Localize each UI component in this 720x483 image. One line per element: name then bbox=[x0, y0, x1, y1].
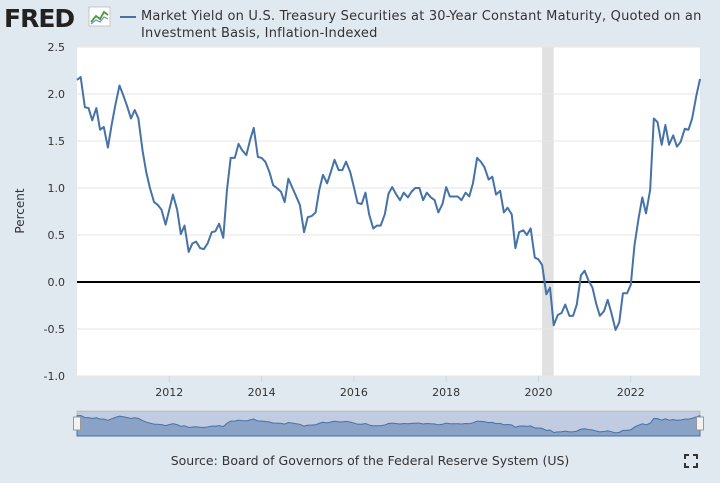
y-tick-label: -1.0 bbox=[44, 370, 65, 383]
x-tick-label: 2018 bbox=[432, 386, 460, 399]
y-tick-label: 2.0 bbox=[48, 88, 66, 101]
navigator-area bbox=[76, 415, 701, 437]
x-tick-label: 2012 bbox=[155, 386, 183, 399]
y-tick-label: 0.0 bbox=[48, 276, 66, 289]
y-tick-label: 2.5 bbox=[48, 41, 66, 54]
x-tick-label: 2014 bbox=[248, 386, 276, 399]
y-tick-label: 1.0 bbox=[48, 182, 66, 195]
logo-icon bbox=[88, 6, 111, 27]
plot-area bbox=[77, 47, 700, 376]
y-tick-label: -0.5 bbox=[44, 323, 65, 336]
navigator-handle[interactable] bbox=[73, 416, 81, 431]
y-tick-label: 1.5 bbox=[48, 135, 66, 148]
y-tick-label: 0.5 bbox=[48, 229, 66, 242]
recession-band bbox=[542, 47, 554, 376]
logo[interactable]: FRED bbox=[4, 4, 75, 33]
x-tick-label: 2016 bbox=[340, 386, 368, 399]
navigator-handle[interactable] bbox=[696, 416, 704, 431]
x-tick-label: 2022 bbox=[617, 386, 645, 399]
x-tick-label: 2020 bbox=[524, 386, 552, 399]
legend-label: Market Yield on U.S. Treasury Securities… bbox=[141, 9, 702, 41]
fullscreen-icon[interactable] bbox=[684, 454, 698, 468]
y-axis-label: Percent bbox=[13, 188, 27, 233]
series-line bbox=[76, 76, 701, 331]
source: Source: Board of Governors of the Federa… bbox=[171, 453, 570, 468]
